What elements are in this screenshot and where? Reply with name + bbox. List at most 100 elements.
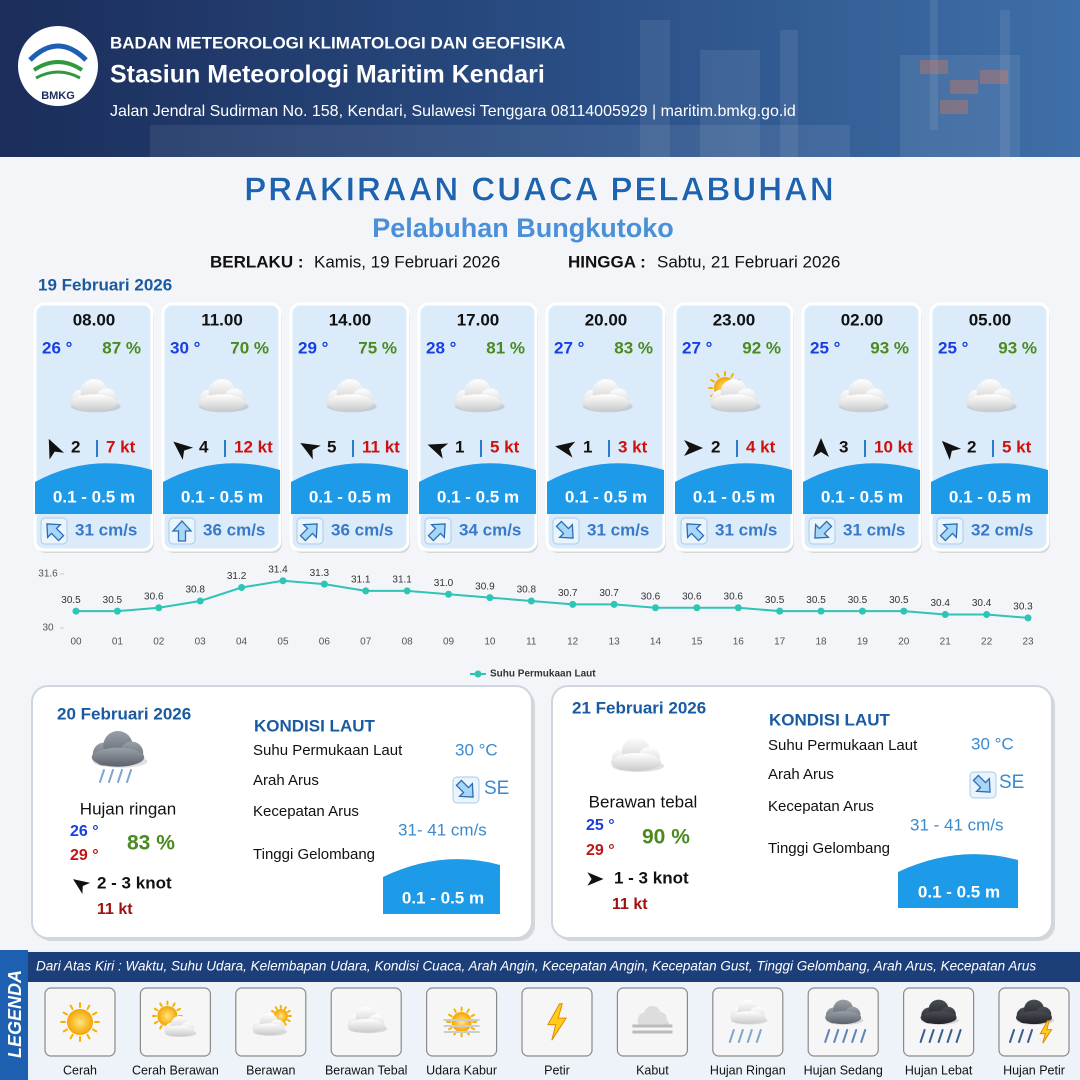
legend-item-label: Hujan Sedang	[804, 1063, 883, 1077]
cloud-base	[637, 1015, 668, 1027]
sea-temperature: 30 °C	[971, 734, 1014, 753]
cloud-icon	[825, 999, 864, 1025]
sea-condition-title: KONDISI LAUT	[769, 710, 891, 729]
card-gust: 4 kt	[746, 437, 776, 456]
data-label: 31.1	[351, 575, 371, 586]
current-direction-icon	[424, 517, 452, 545]
card-wave-height: 0.1 - 0.5 m	[53, 487, 135, 506]
cloud-icon	[198, 379, 249, 413]
current-direction-icon	[40, 517, 68, 545]
card-humidity: 70 %	[230, 338, 269, 357]
data-label: 30.5	[848, 595, 868, 606]
card-time: 23.00	[713, 310, 756, 329]
card-wave-height: 0.1 - 0.5 m	[565, 487, 647, 506]
validity-from: Kamis, 19 Februari 2026	[314, 252, 500, 271]
legend-item: Berawan	[235, 987, 307, 1077]
card-wave	[675, 463, 792, 514]
card-wave	[803, 463, 920, 514]
sun-ray	[466, 1008, 470, 1014]
x-tick-label: 17	[774, 637, 786, 648]
data-label: 30.6	[682, 591, 702, 602]
logo-arc	[28, 43, 88, 62]
sun-ray	[283, 1021, 287, 1026]
rain-icon	[824, 1029, 867, 1043]
validity-from-label: BERLAKU :	[210, 252, 304, 271]
logo-circle	[18, 26, 98, 106]
card-current-speed: 31 cm/s	[75, 520, 137, 539]
x-tick-label: 06	[319, 637, 331, 648]
legend-item-label: Udara Kabur	[426, 1063, 497, 1077]
legend-item: Kabut	[616, 987, 689, 1077]
data-point	[279, 577, 287, 585]
cloud-base	[966, 394, 1014, 412]
data-point	[569, 600, 577, 608]
cloud-icon	[920, 999, 959, 1025]
wind-direction-arrow	[587, 872, 604, 886]
card-temperature: 26 °	[42, 338, 73, 357]
data-point	[941, 611, 949, 618]
data-label: 30.5	[765, 595, 785, 606]
legend-description-band	[28, 952, 1080, 982]
logo-arc	[32, 60, 84, 72]
data-label: 31.0	[434, 578, 454, 589]
legend-item-label: Berawan Tebal	[325, 1063, 407, 1077]
card-current-speed: 34 cm/s	[459, 520, 521, 539]
sun-ray	[448, 1026, 453, 1031]
data-point	[527, 597, 535, 605]
station-name: Stasiun Meteorologi Maritim Kendari	[110, 61, 545, 89]
card-gust: 5 kt	[490, 437, 520, 456]
lightning-bolt	[547, 1003, 568, 1041]
day-date: 19 Februari 2026	[38, 275, 172, 294]
sun-ray	[91, 1011, 98, 1016]
card-wave-height: 0.1 - 0.5 m	[309, 487, 391, 506]
data-point	[320, 580, 328, 588]
header-decoration	[150, 125, 850, 157]
card-current-speed: 31 cm/s	[587, 520, 649, 539]
wind-direction-arrow	[427, 443, 449, 459]
card-wave	[35, 463, 152, 514]
x-tick-label: 16	[733, 637, 745, 648]
panel-condition: Berawan tebal	[589, 792, 698, 811]
sun-ray	[274, 1006, 278, 1011]
legend-label: Suhu Permukaan Laut	[490, 669, 596, 680]
card-humidity: 93 %	[998, 338, 1037, 357]
container-decoration	[920, 60, 948, 74]
card-time: 20.00	[585, 310, 628, 329]
legend-item-label: Hujan Lebat	[905, 1063, 973, 1077]
card-humidity: 92 %	[742, 338, 781, 357]
daily-panel: 20 Februari 2026 Hujan ringan 26 ° 29 ° 83 %…	[31, 685, 535, 941]
legend-item-label: Berawan	[246, 1063, 295, 1077]
legend-side-band	[0, 950, 28, 1080]
current-direction-arrow	[555, 520, 574, 539]
card-wave-height: 0.1 - 0.5 m	[437, 487, 519, 506]
panel-wave	[898, 854, 1018, 908]
legend-item-label: Cerah	[63, 1063, 97, 1077]
data-point	[734, 604, 742, 612]
current-direction-icon	[936, 517, 964, 545]
data-point	[610, 600, 618, 608]
rain-drop	[937, 1029, 944, 1043]
logo-text: BMKG	[41, 90, 75, 102]
current-direction-icon	[969, 771, 997, 799]
card-humidity: 75 %	[358, 338, 397, 357]
card-wave	[547, 463, 664, 514]
sun-ray	[448, 1013, 453, 1018]
x-tick-label: 03	[195, 637, 207, 648]
x-tick-label: 09	[443, 637, 455, 648]
current-direction-icon	[680, 517, 708, 545]
header: BMKG BADAN METEOROLOGI KLIMATOLOGI DAN GE…	[0, 0, 1080, 157]
card-current-speed: 36 cm/s	[331, 520, 393, 539]
card-current-speed: 31 cm/s	[715, 520, 777, 539]
sun-disc	[451, 1012, 472, 1032]
card-time: 05.00	[969, 310, 1012, 329]
data-point	[72, 607, 80, 615]
sun-ray	[69, 1033, 74, 1040]
panel-wind: 1 - 3 knot	[614, 868, 689, 887]
panel-date: 21 Februari 2026	[572, 698, 706, 717]
rain-drop	[833, 1029, 840, 1043]
x-tick-label: 07	[360, 637, 372, 648]
cloud-icon	[582, 379, 633, 413]
